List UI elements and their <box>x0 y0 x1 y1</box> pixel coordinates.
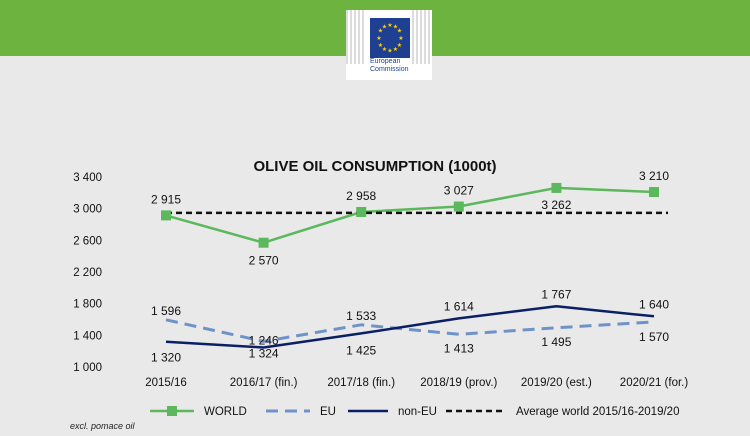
y-tick-label: 1 400 <box>73 330 102 342</box>
y-tick-label: 3 400 <box>73 172 102 184</box>
data-label: 1 320 <box>151 351 181 365</box>
eu-flag-icon: ★ ★ ★ ★ ★ ★ ★ ★ ★ ★ ★ ★ <box>370 18 410 58</box>
data-label: 2 570 <box>249 254 279 268</box>
y-tick-label: 2 200 <box>73 267 102 279</box>
y-tick-label: 1 800 <box>73 299 102 311</box>
svg-text:★: ★ <box>397 42 402 49</box>
logo-text: European Commission <box>370 58 430 74</box>
data-label: 1 640 <box>639 297 669 311</box>
data-label: 2 958 <box>346 189 376 203</box>
data-label: 1 495 <box>541 335 571 349</box>
logo-text-line1: European <box>370 58 401 65</box>
x-tick-label: 2018/19 (prov.) <box>420 377 497 389</box>
x-tick-label: 2017/18 (fin.) <box>327 377 395 389</box>
data-label: 1 425 <box>346 343 376 357</box>
svg-text:★: ★ <box>382 46 387 53</box>
data-label: 3 210 <box>639 169 669 183</box>
footnote: excl. pomace oil <box>70 421 135 431</box>
svg-text:★: ★ <box>382 24 387 31</box>
data-label: 3 027 <box>444 184 474 198</box>
data-label: 1 413 <box>444 341 474 355</box>
svg-text:★: ★ <box>378 42 383 49</box>
data-label: 1 614 <box>444 299 474 313</box>
series-line-eu <box>165 318 655 343</box>
data-label: 1 246 <box>249 334 279 348</box>
legend-label: Average world 2015/16-2019/20 <box>516 406 679 418</box>
x-tick-label: 2019/20 (est.) <box>521 377 592 389</box>
chart-title: OLIVE OIL CONSUMPTION (1000t) <box>253 158 497 175</box>
svg-text:★: ★ <box>397 28 402 35</box>
data-label: 1 570 <box>639 330 669 344</box>
world-marker <box>356 206 367 217</box>
logo-building-lines <box>346 10 366 64</box>
y-tick-label: 3 000 <box>73 204 102 216</box>
world-marker <box>453 201 464 212</box>
x-tick-label: 2016/17 (fin.) <box>230 377 298 389</box>
data-label: 3 262 <box>541 198 571 212</box>
svg-text:★: ★ <box>398 35 403 42</box>
svg-text:★: ★ <box>376 35 381 42</box>
svg-text:★: ★ <box>393 24 398 31</box>
data-label: 1 767 <box>541 287 571 301</box>
logo-building-lines-right <box>412 10 432 64</box>
series-line-world <box>165 186 655 244</box>
legend-label: non-EU <box>398 406 437 418</box>
legend-label: WORLD <box>204 406 247 418</box>
x-tick-label: 2015/16 <box>145 377 187 389</box>
y-tick-label: 2 600 <box>73 235 102 247</box>
data-label: 1 324 <box>249 346 279 360</box>
x-tick-label: 2020/21 (for.) <box>620 377 689 389</box>
logo-text-line2: Commission <box>370 66 409 73</box>
world-marker <box>649 187 659 198</box>
legend-label: EU <box>320 406 336 418</box>
svg-text:★: ★ <box>387 48 392 55</box>
world-marker <box>551 182 562 193</box>
world-marker <box>161 210 171 221</box>
data-label: 1 596 <box>151 304 181 318</box>
european-commission-logo: ★ ★ ★ ★ ★ ★ ★ ★ ★ ★ ★ ★ European Commission <box>346 10 432 80</box>
svg-text:★: ★ <box>387 22 392 29</box>
data-label: 2 915 <box>151 192 181 206</box>
legend-marker <box>167 406 177 416</box>
y-tick-label: 1 000 <box>73 362 102 374</box>
data-label: 1 533 <box>346 309 376 323</box>
svg-text:★: ★ <box>378 28 383 35</box>
world-marker <box>258 237 269 248</box>
series-line-non-eu <box>165 305 655 349</box>
svg-text:★: ★ <box>393 46 398 53</box>
